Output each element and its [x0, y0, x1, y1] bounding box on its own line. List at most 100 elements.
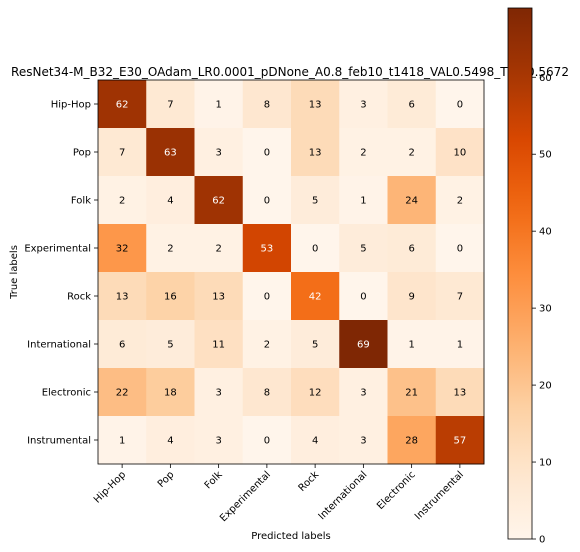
heatmap-cell: [98, 416, 147, 465]
heatmap-cell: [98, 176, 147, 225]
heatmap-cell: [291, 368, 340, 417]
cell-value-label: 21: [405, 388, 418, 399]
colorbar-tick-label: 0: [539, 535, 545, 546]
heatmap-cell: [242, 368, 292, 417]
heatmap-cell: [98, 368, 147, 417]
heatmap-cell: [194, 176, 244, 225]
cell-value-label: 3: [215, 436, 221, 447]
cell-value-label: 1: [215, 100, 221, 111]
cell-value-label: 53: [261, 244, 274, 255]
cell-value-label: 5: [312, 340, 318, 351]
x-tick-label: Folk: [203, 469, 225, 491]
heatmap-cell: [194, 368, 244, 417]
y-tick-label: Instrumental: [27, 436, 91, 447]
cell-value-label: 1: [119, 436, 125, 447]
chart-title: ResNet34-M_B32_E30_OAdam_LR0.0001_pDNone…: [11, 65, 569, 79]
cell-value-label: 18: [164, 388, 177, 399]
cell-value-label: 0: [264, 292, 270, 303]
colorbar-ticks: 0 10 20 30 40 50 60: [532, 73, 552, 546]
heatmap-cell: [98, 320, 147, 369]
heatmap-cell: [339, 80, 388, 129]
cell-value-label: 63: [164, 148, 177, 159]
heatmap-cell: [387, 320, 437, 369]
cell-value-label: 7: [167, 100, 173, 111]
heatmap-cells: 62 7 1 8 13 3 6 07 63 3 0 13 2 2 102 4 62 0 5 1 24 232 2 2 53 0 5 6…: [98, 80, 485, 465]
heatmap-cell: [339, 320, 388, 369]
heatmap-cell: [435, 80, 485, 129]
x-axis-label: Predicted labels: [251, 531, 331, 542]
heatmap-cell: [194, 272, 244, 321]
cell-value-label: 2: [167, 244, 173, 255]
y-tick-label: Electronic: [42, 388, 91, 399]
heatmap-cell: [387, 368, 437, 417]
cell-value-label: 6: [119, 340, 125, 351]
heatmap-cell: [435, 128, 485, 177]
heatmap-cell: [291, 320, 340, 369]
y-tick-label: Hip-Hop: [51, 100, 91, 111]
heatmap-cell: [194, 80, 244, 129]
heatmap-cell: [194, 128, 244, 177]
heatmap-cell: [98, 128, 147, 177]
x-tick-label: Experimental: [218, 469, 273, 524]
cell-value-label: 13: [212, 292, 225, 303]
cell-value-label: 13: [116, 292, 129, 303]
heatmap-cell: [146, 176, 195, 225]
cell-value-label: 3: [360, 100, 366, 111]
heatmap-cell: [291, 224, 340, 273]
cell-value-label: 62: [116, 100, 129, 111]
heatmap-cell: [146, 320, 195, 369]
heatmap-cell: [242, 272, 292, 321]
cell-value-label: 0: [457, 100, 463, 111]
y-tick-label: Experimental: [24, 244, 91, 255]
heatmap-cell: [242, 416, 292, 465]
colorbar-tick-label: 10: [539, 458, 552, 469]
heatmap-cell: [435, 224, 485, 273]
cell-value-label: 2: [119, 196, 125, 207]
cell-value-label: 13: [309, 148, 322, 159]
colorbar-tick-label: 50: [539, 150, 552, 161]
y-axis-ticks: Hip-Hop Pop Folk Experimental Rock Internatio…: [24, 100, 98, 447]
heatmap-cell: [194, 224, 244, 273]
cell-value-label: 24: [405, 196, 418, 207]
heatmap-cell: [387, 176, 437, 225]
cell-value-label: 3: [215, 388, 221, 399]
cell-value-label: 12: [309, 388, 322, 399]
heatmap-cell: [339, 224, 388, 273]
cell-value-label: 2: [457, 196, 463, 207]
y-tick-label: International: [27, 340, 91, 351]
heatmap-cell: [435, 320, 485, 369]
heatmap-cell: [435, 416, 485, 465]
cell-value-label: 8: [264, 388, 270, 399]
heatmap-cell: [146, 224, 195, 273]
y-tick-label: Rock: [67, 292, 91, 303]
y-tick-label: Folk: [71, 196, 91, 207]
heatmap-cell: [98, 224, 147, 273]
heatmap-cell: [339, 272, 388, 321]
cell-value-label: 62: [212, 196, 225, 207]
cell-value-label: 22: [116, 388, 129, 399]
heatmap-cell: [291, 176, 340, 225]
heatmap-cell: [339, 368, 388, 417]
colorbar-tick-label: 40: [539, 227, 552, 238]
heatmap-cell: [242, 224, 292, 273]
cell-value-label: 10: [454, 148, 467, 159]
heatmap-cell: [146, 80, 195, 129]
heatmap-cell: [435, 368, 485, 417]
cell-value-label: 2: [360, 148, 366, 159]
cell-value-label: 6: [408, 100, 414, 111]
heatmap-cell: [435, 272, 485, 321]
cell-value-label: 5: [360, 244, 366, 255]
heatmap-cell: [387, 224, 437, 273]
heatmap-cell: [242, 176, 292, 225]
heatmap-cell: [387, 80, 437, 129]
cell-value-label: 3: [360, 388, 366, 399]
x-tick-label: Electronic: [375, 469, 418, 512]
cell-value-label: 3: [360, 436, 366, 447]
cell-value-label: 0: [264, 196, 270, 207]
cell-value-label: 16: [164, 292, 177, 303]
heatmap-cell: [339, 176, 388, 225]
cell-value-label: 0: [360, 292, 366, 303]
cell-value-label: 11: [212, 340, 225, 351]
heatmap-cell: [387, 128, 437, 177]
